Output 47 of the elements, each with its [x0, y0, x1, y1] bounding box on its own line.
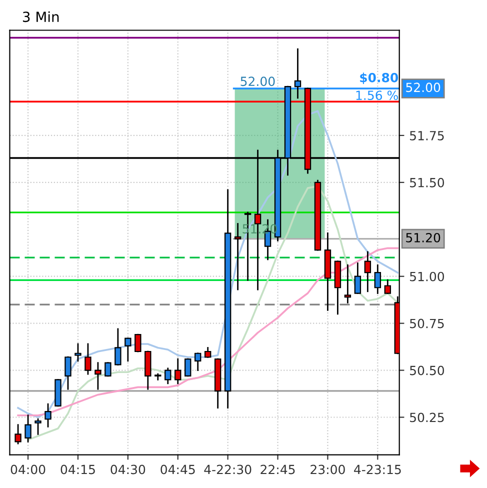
candlestick: [294, 48, 302, 99]
candlestick: [184, 358, 192, 377]
annotation: 1.56 %: [356, 90, 398, 100]
candlestick: [34, 418, 42, 435]
candlestick: [24, 414, 32, 442]
ref-line-label: 51.20: [406, 232, 440, 242]
candlestick: [384, 279, 392, 294]
candlestick: [74, 343, 82, 362]
candlestick: [64, 356, 72, 390]
y-tick-label: 51.75: [410, 131, 444, 140]
y-tick-label: 50.75: [410, 318, 444, 328]
y-tick-label: 50.25: [410, 412, 444, 422]
x-tick-label: 4-23:15: [354, 464, 401, 474]
line-series: [27, 185, 399, 441]
candlestick: [194, 352, 202, 371]
chart-title: 3 Min: [22, 11, 59, 22]
candlestick: [104, 362, 112, 377]
x-tick-label: 22:45: [260, 464, 295, 474]
y-tick-label: 50.50: [410, 366, 444, 376]
ref-line-label: 52.00: [406, 82, 440, 92]
candlestick: [94, 362, 102, 390]
x-tick-label: 04:45: [160, 464, 195, 474]
candlestick: [14, 424, 22, 444]
candlestick: [154, 373, 162, 380]
y-tick-label: 51.50: [410, 178, 444, 188]
candlestick: [364, 251, 372, 292]
candlestick: [84, 343, 92, 375]
candlestick: [44, 403, 52, 428]
candlestick: [344, 264, 352, 304]
candlestick: [114, 328, 122, 366]
x-tick-label: 04:30: [110, 464, 146, 474]
y-tick-label: 51.00: [410, 272, 444, 282]
annotation: $0.80: [360, 72, 398, 84]
candlestick: [164, 368, 172, 384]
line-series: [17, 110, 399, 418]
candlestick: [174, 358, 182, 384]
candlestick: [124, 338, 132, 362]
x-tick-label: 04:00: [10, 464, 46, 474]
annotation: 52.00: [240, 76, 275, 86]
candlestick: [374, 264, 382, 294]
candlestick: [234, 223, 242, 290]
candlestick: [134, 334, 142, 352]
x-tick-label: 4-22:30: [204, 464, 252, 474]
candlestick: [354, 262, 362, 294]
x-tick-label: 04:15: [60, 464, 95, 474]
candlestick: [204, 347, 212, 358]
x-tick-label: 23:00: [310, 464, 345, 474]
